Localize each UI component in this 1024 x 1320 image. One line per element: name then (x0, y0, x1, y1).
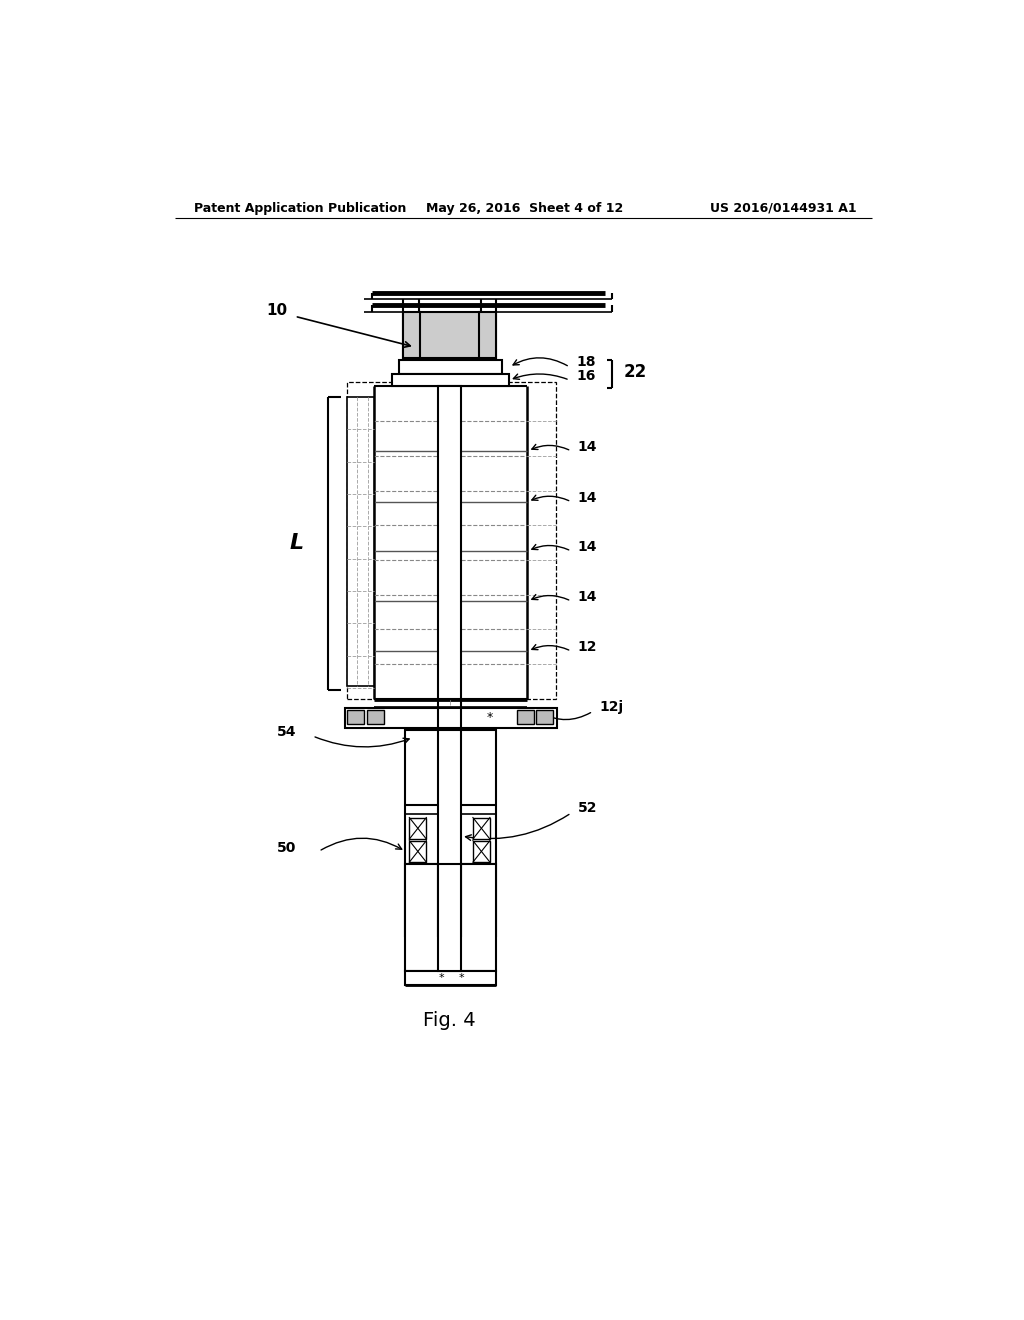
Bar (406, 730, 496, 936)
Text: Fig. 4: Fig. 4 (423, 1011, 476, 1031)
Bar (367, 710, 384, 723)
Bar (473, 841, 489, 862)
Bar (438, 863, 461, 970)
Text: 52: 52 (578, 800, 597, 814)
Text: 14: 14 (578, 491, 597, 506)
Text: 12j: 12j (599, 700, 624, 714)
Text: 10: 10 (266, 304, 287, 318)
Text: *: * (486, 711, 493, 723)
Bar (479, 312, 496, 358)
Bar (410, 841, 426, 862)
Text: 14: 14 (578, 540, 597, 554)
Bar (473, 817, 489, 840)
Text: 14: 14 (578, 440, 597, 454)
Bar (347, 710, 365, 723)
Bar (438, 387, 461, 700)
Text: *: * (459, 973, 464, 983)
Bar (391, 374, 509, 387)
Bar (406, 863, 496, 970)
Text: 16: 16 (575, 370, 595, 383)
Bar (537, 710, 554, 723)
Text: Patent Application Publication: Patent Application Publication (194, 202, 407, 215)
Text: 18: 18 (575, 355, 595, 370)
Bar (438, 730, 461, 936)
Bar (403, 312, 420, 358)
Text: 14: 14 (578, 590, 597, 605)
Text: May 26, 2016  Sheet 4 of 12: May 26, 2016 Sheet 4 of 12 (426, 202, 624, 215)
Bar (406, 970, 496, 985)
Bar (346, 381, 556, 700)
Text: 54: 54 (276, 725, 296, 739)
Bar (399, 360, 502, 374)
Bar (419, 312, 480, 358)
Bar (517, 710, 535, 723)
Text: 22: 22 (624, 363, 647, 380)
Text: L: L (290, 533, 304, 553)
Bar (345, 708, 557, 729)
Text: *: * (439, 973, 444, 983)
Text: 50: 50 (276, 841, 296, 854)
Bar (346, 397, 375, 686)
Text: 12: 12 (578, 640, 597, 655)
Text: US 2016/0144931 A1: US 2016/0144931 A1 (710, 202, 856, 215)
Bar (410, 817, 426, 840)
